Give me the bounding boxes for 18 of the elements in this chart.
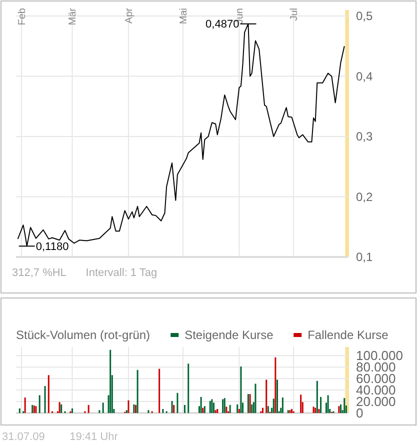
chart-title: Stück-Volumen (rot-grün): [16, 328, 150, 342]
y-tick-label: 0,1: [356, 250, 374, 264]
y-tick-label: 0,3: [356, 130, 374, 144]
x-tick-label: Jul: [289, 8, 300, 21]
text: 31.07.09: [2, 431, 45, 443]
x-tick-label: Mai: [178, 8, 190, 24]
text: 19:41 Uhr: [70, 431, 118, 443]
y-tick-label: 0,4: [356, 69, 374, 84]
x-tick-label: Mär: [68, 7, 79, 26]
x-tick-label: Apr: [124, 7, 135, 24]
legend-label: Fallende Kurse: [308, 328, 389, 342]
x-tick-label: Feb: [16, 8, 28, 26]
text: 312,7 %HL: [12, 267, 66, 279]
y-tick-label: 0,2: [356, 190, 374, 204]
text: Intervall: 1 Tag: [86, 267, 158, 279]
annotation: 0,1180: [36, 241, 69, 254]
y-tick-label: 0,5: [356, 9, 374, 24]
legend-label: Steigende Kurse: [184, 328, 274, 342]
